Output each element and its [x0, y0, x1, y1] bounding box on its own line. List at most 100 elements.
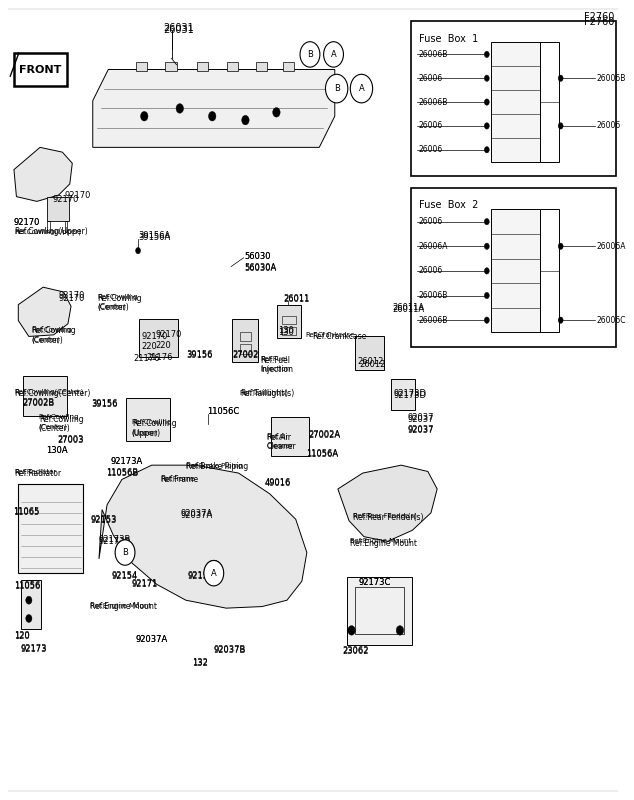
Text: Ref.Cowling: Ref.Cowling: [39, 414, 79, 421]
Circle shape: [484, 146, 489, 153]
Text: 92037A: 92037A: [180, 509, 212, 518]
Text: Ref.Engine Mount: Ref.Engine Mount: [351, 538, 417, 547]
Text: (Center): (Center): [97, 303, 126, 310]
Text: (Upper): (Upper): [132, 429, 161, 438]
Circle shape: [484, 51, 489, 58]
Text: Ref.Cowling: Ref.Cowling: [31, 326, 76, 335]
Text: B: B: [333, 84, 340, 93]
Text: Ref.Cowling(Center): Ref.Cowling(Center): [14, 389, 83, 395]
Polygon shape: [14, 147, 72, 202]
Text: 92170: 92170: [53, 195, 79, 204]
Text: 92154: 92154: [187, 572, 213, 581]
Text: 11056: 11056: [14, 581, 41, 590]
Text: 92037A: 92037A: [180, 510, 212, 520]
Circle shape: [176, 104, 183, 114]
Text: 39156A: 39156A: [138, 233, 171, 242]
Bar: [240, 344, 251, 354]
Circle shape: [484, 99, 489, 106]
Circle shape: [26, 596, 32, 604]
Polygon shape: [93, 70, 335, 147]
Text: B: B: [122, 548, 128, 557]
Text: 92170: 92170: [58, 294, 85, 303]
Text: 11065: 11065: [13, 506, 39, 516]
Text: (Center): (Center): [97, 303, 129, 312]
Bar: [282, 327, 295, 335]
Text: 120: 120: [14, 632, 30, 642]
Text: (Center): (Center): [39, 424, 68, 430]
Text: (Center): (Center): [31, 336, 60, 343]
Bar: [411, 188, 616, 346]
Text: 26006: 26006: [418, 122, 443, 130]
Text: 92170: 92170: [65, 190, 91, 199]
Bar: [540, 42, 559, 162]
Text: 132: 132: [192, 659, 208, 668]
Text: F2760: F2760: [584, 17, 614, 27]
Text: 26006A: 26006A: [596, 242, 626, 250]
Polygon shape: [18, 287, 71, 337]
Text: 92154: 92154: [187, 571, 213, 580]
Circle shape: [484, 218, 489, 225]
Bar: [271, 418, 309, 456]
Text: 27002B: 27002B: [23, 398, 55, 408]
Bar: [14, 53, 67, 86]
Bar: [411, 21, 616, 176]
Bar: [347, 577, 411, 645]
Text: 26006B: 26006B: [418, 291, 448, 300]
Text: 26011A: 26011A: [392, 305, 425, 314]
Text: Ref.Cowling: Ref.Cowling: [97, 294, 142, 303]
Text: 11065: 11065: [13, 508, 39, 518]
Text: 92037A: 92037A: [136, 634, 168, 644]
Text: Ref.Engine Mount: Ref.Engine Mount: [89, 602, 157, 611]
Bar: [136, 62, 147, 71]
Circle shape: [116, 540, 134, 564]
Text: 11056C: 11056C: [207, 407, 240, 417]
Text: 92173B: 92173B: [98, 537, 131, 546]
Text: 92173: 92173: [20, 645, 47, 654]
Bar: [22, 579, 41, 629]
Text: 26006B: 26006B: [596, 74, 625, 82]
Circle shape: [484, 243, 489, 250]
Text: Injection: Injection: [261, 366, 294, 374]
Text: 130: 130: [278, 326, 294, 335]
Text: 92173D: 92173D: [394, 389, 427, 398]
Text: Ref.Cowling(Upper): Ref.Cowling(Upper): [14, 227, 87, 236]
Bar: [540, 210, 559, 333]
Text: 39156: 39156: [91, 398, 117, 408]
Circle shape: [558, 317, 563, 323]
Circle shape: [141, 111, 148, 121]
Bar: [18, 484, 84, 573]
Text: 92171: 92171: [132, 579, 158, 588]
Bar: [48, 222, 50, 231]
Text: Ref.Crankcase: Ref.Crankcase: [306, 332, 355, 338]
Circle shape: [136, 247, 141, 254]
Text: 26006C: 26006C: [596, 316, 626, 325]
Text: 92154: 92154: [112, 572, 138, 581]
Text: 23062: 23062: [343, 646, 370, 655]
Text: 92173C: 92173C: [359, 578, 391, 587]
Text: Ref.Crankcase: Ref.Crankcase: [312, 332, 366, 341]
Text: Ref.Brake Piping: Ref.Brake Piping: [186, 463, 242, 469]
Text: Ref.Cowling: Ref.Cowling: [97, 294, 138, 300]
Text: 49016: 49016: [264, 478, 291, 487]
Text: A: A: [359, 84, 365, 93]
Text: Ref.Cowling: Ref.Cowling: [31, 327, 72, 333]
Circle shape: [484, 75, 489, 82]
Text: 92037B: 92037B: [214, 645, 246, 654]
Bar: [240, 332, 251, 342]
Text: 27002: 27002: [233, 350, 259, 359]
Bar: [197, 62, 209, 71]
Text: FRONT: FRONT: [19, 65, 61, 74]
Text: 92037: 92037: [408, 426, 434, 434]
Bar: [277, 305, 301, 338]
Bar: [256, 62, 268, 71]
Text: 11056C: 11056C: [207, 406, 240, 416]
Circle shape: [558, 75, 563, 82]
Text: 92037: 92037: [408, 414, 434, 423]
Text: 92173A: 92173A: [111, 458, 143, 466]
Text: 26006: 26006: [418, 74, 443, 82]
Bar: [23, 376, 67, 416]
Circle shape: [396, 626, 404, 635]
Bar: [282, 316, 295, 324]
Bar: [491, 210, 540, 333]
Text: A: A: [211, 569, 217, 578]
